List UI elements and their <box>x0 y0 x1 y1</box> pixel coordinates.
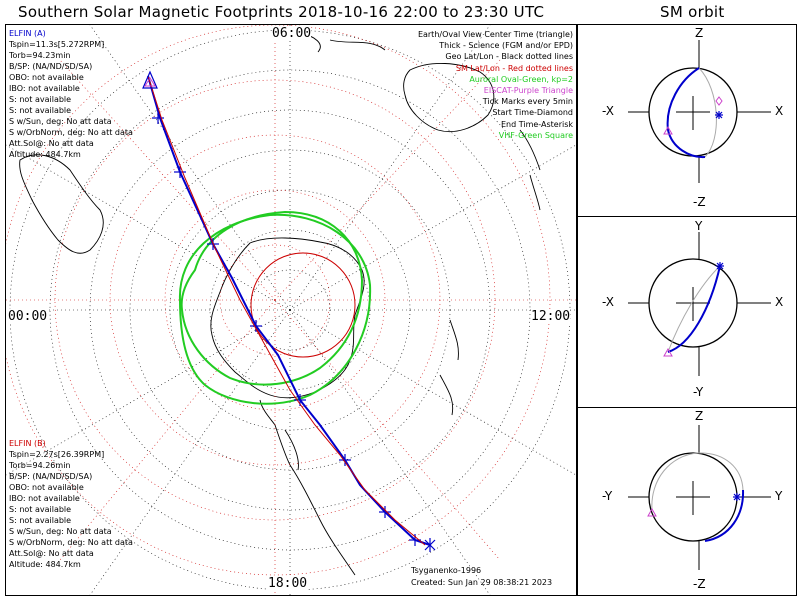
panel-xy-right-label: X <box>775 295 784 309</box>
legend-line: SM Lat/Lon - Red dotted lines <box>455 63 573 73</box>
south-america-outline <box>259 399 356 576</box>
probe-a-line: S: not available <box>9 95 72 104</box>
legend-line: Auroral Oval-Green, kp=2 <box>469 74 573 84</box>
probe-a-line: S w/Sun, deg: No att data <box>9 117 112 126</box>
probe-a-info: ELFIN (A) Tspin=11.3s[5.272RPM] Torb=94.… <box>9 28 133 160</box>
legend-line: End Time-Asterisk <box>500 119 573 129</box>
africa-outline <box>19 154 104 254</box>
mlt-label-right: 12:00 <box>531 309 571 324</box>
probe-b-line: OBO: not available <box>9 483 84 492</box>
probe-b-line: S: not available <box>9 516 72 525</box>
probe-b-line: Tspin=2.27s[26.39RPM] <box>9 450 105 459</box>
probe-b-line: S w/Sun, deg: No att data <box>9 527 112 536</box>
mlt-label-top: 06:00 <box>272 26 312 41</box>
probe-b-line: Altitude: 484.7km <box>9 560 81 569</box>
panel-xy-top-label: Y <box>695 219 703 233</box>
panel-yz-bottom-label: -Z <box>693 577 706 591</box>
page-title: Southern Solar Magnetic Footprints 2018-… <box>18 3 545 21</box>
probe-b-line: B/SP: (NA/ND/SD/SA) <box>9 472 93 481</box>
probe-b-line: Att.Sol@: No att data <box>9 549 94 558</box>
legend-line: VHF-Green Square <box>498 130 573 140</box>
panel-yz-left-label: -Y <box>602 489 613 503</box>
probe-a-name: ELFIN (A) <box>9 29 46 38</box>
mlt-label-bottom: 18:00 <box>268 576 308 591</box>
probe-b-info: ELFIN (B) Tspin=2.27s[26.39RPM] Torb=94.… <box>9 438 133 570</box>
probe-a-line: S: not available <box>9 106 72 115</box>
legend-line: Earth/Oval View Center Time (triangle) <box>417 30 573 39</box>
legend-line: Tick Marks every 5min <box>482 97 573 107</box>
auroral-oval <box>178 210 372 405</box>
probe-a-line: Altitude: 484.7km <box>9 150 81 159</box>
mlt-label-left: 00:00 <box>8 309 48 324</box>
legend-line: Start Time-Diamond <box>492 108 573 118</box>
probe-a-line: S w/OrbNorm, deg: No att data <box>9 128 133 137</box>
map-legend: Earth/Oval View Center Time (triangle) Th… <box>418 29 573 141</box>
panel-xy-frame <box>577 216 797 408</box>
geo-longitude-lines <box>6 25 576 595</box>
created-timestamp: Created: Sun Jan 29 08:38:21 2023 <box>411 578 553 587</box>
probe-a-line: IBO: not available <box>9 84 80 93</box>
probe-b-line: S: not available <box>9 505 72 514</box>
new-zealand-outline <box>519 129 541 211</box>
australia-outline <box>403 62 495 133</box>
legend-line: Geo Lat/Lon - Black dotted lines <box>445 52 573 62</box>
legend-line: Thick - Science (FGM and/or EPD) <box>439 41 573 51</box>
probe-b-track <box>147 75 426 546</box>
panel-yz-right-label: Y <box>775 489 783 503</box>
probe-a-line: OBO: not available <box>9 73 84 82</box>
probe-a-line: Att.Sol@: No att data <box>9 139 94 148</box>
panel-xz-left-label: -X <box>602 104 614 118</box>
panel-xz-right-label: X <box>775 104 784 118</box>
probe-a-line: B/SP: (NA/ND/SD/SA) <box>9 62 93 71</box>
sm-longitude-lines <box>6 25 576 595</box>
panel-xz-frame <box>577 24 797 217</box>
model-label: Tsyganenko-1996 <box>411 566 482 575</box>
probe-b-line: S w/OrbNorm, deg: No att data <box>9 538 133 547</box>
start-triangle-marker <box>142 70 158 89</box>
probe-a-tick-marks <box>152 112 421 546</box>
probe-b-line: Torb=94.26min <box>9 461 71 470</box>
end-asterisk-marker <box>424 538 436 552</box>
panel-yz-frame <box>577 407 797 596</box>
panel-xz-top-label: Z <box>695 26 704 40</box>
probe-b-name: ELFIN (B) <box>9 439 46 448</box>
sm-inner-circle <box>250 252 356 358</box>
map-frame <box>5 24 577 596</box>
panel-xy-bottom-label: -Y <box>693 385 704 399</box>
legend-line: EISCAT-Purple Triangle <box>483 86 573 96</box>
panel-xy-left-label: -X <box>602 295 614 309</box>
probe-a-line: Torb=94.23min <box>9 51 71 60</box>
probe-a-track <box>147 75 431 546</box>
probe-b-line: IBO: not available <box>9 494 80 503</box>
side-title: SM orbit <box>660 3 725 21</box>
panel-yz-top-label: Z <box>695 409 704 423</box>
probe-a-line: Tspin=11.3s[5.272RPM] <box>9 40 105 49</box>
panel-xz-bottom-label: -Z <box>693 195 706 209</box>
